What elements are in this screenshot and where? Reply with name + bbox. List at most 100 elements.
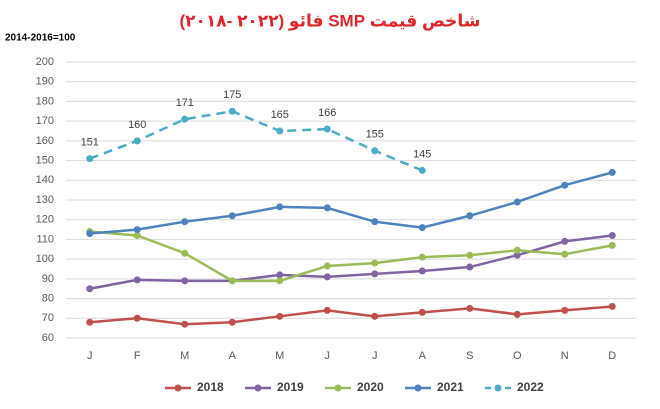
marker bbox=[371, 270, 379, 278]
marker bbox=[608, 231, 616, 239]
marker bbox=[466, 251, 474, 259]
y-tick-label: 110 bbox=[36, 233, 54, 245]
data-label: 175 bbox=[223, 89, 241, 101]
x-tick-label: D bbox=[608, 350, 616, 362]
marker bbox=[561, 181, 569, 189]
series-line bbox=[89, 171, 613, 235]
y-tick-label: 180 bbox=[36, 95, 54, 107]
y-tick-label: 150 bbox=[36, 154, 54, 166]
marker bbox=[323, 204, 331, 212]
legend-text: 2020 bbox=[357, 380, 384, 394]
marker bbox=[513, 246, 521, 254]
marker bbox=[608, 241, 616, 249]
x-tick-label: F bbox=[134, 350, 141, 362]
marker bbox=[86, 318, 94, 326]
marker bbox=[608, 168, 616, 176]
marker bbox=[133, 276, 141, 284]
y-tick-label: 200 bbox=[36, 56, 54, 68]
legend-marker bbox=[494, 384, 502, 392]
marker bbox=[133, 137, 141, 145]
marker bbox=[276, 312, 284, 320]
legend-text: 2022 bbox=[517, 380, 544, 394]
x-tick-label: J bbox=[325, 350, 331, 362]
x-tick-label: A bbox=[419, 350, 427, 362]
legend-text: 2021 bbox=[437, 380, 464, 394]
marker bbox=[86, 155, 94, 163]
marker bbox=[371, 312, 379, 320]
marker bbox=[418, 253, 426, 261]
y-tick-label: 80 bbox=[42, 292, 54, 304]
data-label: 166 bbox=[318, 107, 336, 119]
marker bbox=[513, 310, 521, 318]
marker bbox=[371, 147, 379, 155]
marker bbox=[323, 125, 331, 133]
x-tick-label: J bbox=[87, 350, 93, 362]
marker bbox=[418, 267, 426, 275]
marker bbox=[323, 262, 331, 270]
marker bbox=[561, 250, 569, 258]
marker bbox=[466, 212, 474, 220]
legend-text: 2018 bbox=[197, 380, 224, 394]
series-line bbox=[89, 305, 613, 326]
y-tick-label: 140 bbox=[36, 174, 54, 186]
marker bbox=[228, 107, 236, 115]
marker bbox=[561, 237, 569, 245]
marker bbox=[371, 218, 379, 226]
y-tick-label: 120 bbox=[36, 214, 54, 226]
marker bbox=[181, 320, 189, 328]
x-tick-label: O bbox=[513, 350, 522, 362]
marker bbox=[228, 318, 236, 326]
x-tick-label: M bbox=[275, 350, 284, 362]
marker bbox=[133, 231, 141, 239]
marker bbox=[323, 273, 331, 281]
legend-marker bbox=[334, 384, 342, 392]
marker bbox=[276, 271, 284, 279]
legend-marker bbox=[174, 384, 182, 392]
marker bbox=[418, 308, 426, 316]
data-label: 165 bbox=[271, 109, 289, 121]
legend-marker bbox=[254, 384, 262, 392]
marker bbox=[181, 115, 189, 123]
marker bbox=[181, 218, 189, 226]
marker bbox=[466, 304, 474, 312]
x-tick-label: S bbox=[466, 350, 473, 362]
marker bbox=[276, 127, 284, 135]
marker bbox=[276, 277, 284, 285]
marker bbox=[181, 249, 189, 257]
x-tick-label: M bbox=[180, 350, 189, 362]
data-label: 160 bbox=[128, 119, 146, 131]
y-tick-label: 190 bbox=[36, 76, 54, 88]
y-axis-label: 2014-2016=100 bbox=[5, 33, 76, 44]
marker bbox=[466, 263, 474, 271]
y-tick-label: 160 bbox=[36, 135, 54, 147]
marker bbox=[418, 166, 426, 174]
y-tick-label: 90 bbox=[42, 273, 54, 285]
marker bbox=[561, 306, 569, 314]
x-tick-label: A bbox=[229, 350, 237, 362]
y-tick-label: 70 bbox=[42, 312, 54, 324]
marker bbox=[276, 203, 284, 211]
data-label: 155 bbox=[366, 129, 384, 141]
marker bbox=[133, 314, 141, 322]
data-label: 151 bbox=[81, 137, 99, 149]
marker bbox=[418, 224, 426, 232]
data-label: 171 bbox=[176, 97, 194, 109]
marker bbox=[86, 285, 94, 293]
data-label: 145 bbox=[413, 148, 431, 160]
marker bbox=[228, 212, 236, 220]
marker bbox=[513, 198, 521, 206]
x-tick-label: N bbox=[561, 350, 569, 362]
marker bbox=[371, 259, 379, 267]
legend-text: 2019 bbox=[277, 380, 304, 394]
marker bbox=[513, 251, 521, 259]
chart-title: شاخص قیمت SMP فائو (۲۰۲۲ -۲۰۱۸) bbox=[179, 11, 480, 31]
series-line bbox=[89, 109, 423, 172]
x-tick-label: J bbox=[372, 350, 378, 362]
y-tick-label: 170 bbox=[36, 115, 54, 127]
y-tick-label: 60 bbox=[42, 332, 54, 344]
series-line bbox=[89, 234, 613, 290]
marker bbox=[228, 277, 236, 285]
series-line bbox=[89, 230, 613, 283]
